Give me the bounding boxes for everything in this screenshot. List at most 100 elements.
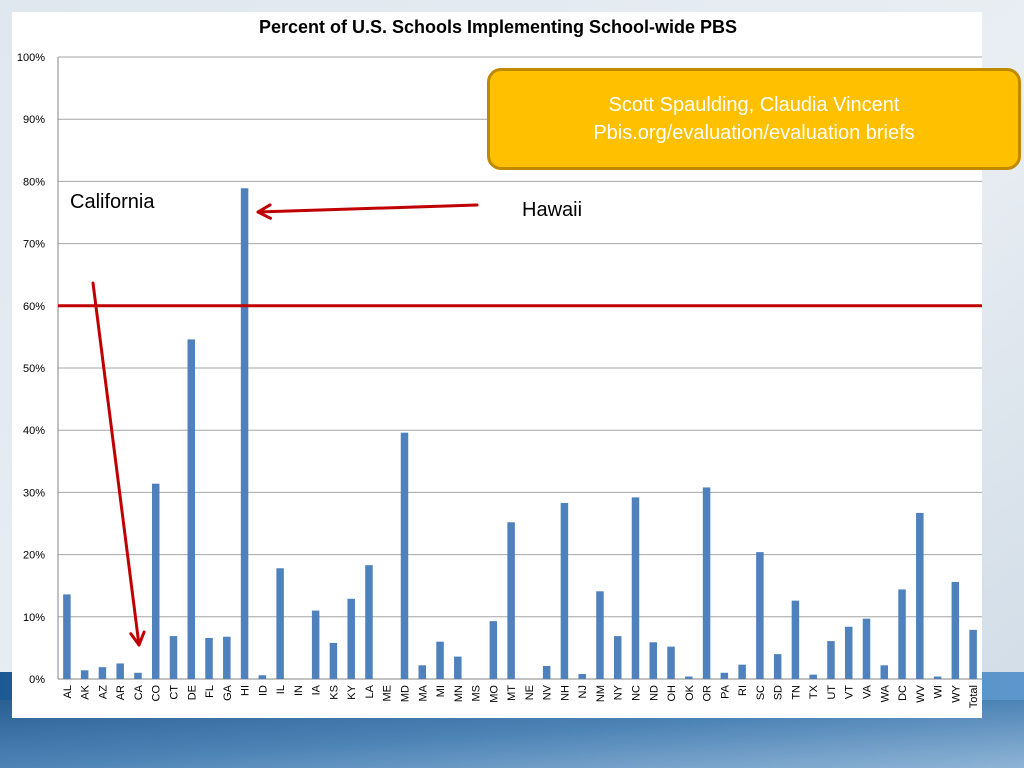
california-arrow — [91, 281, 146, 647]
callout-authors: Scott Spaulding, Claudia Vincent — [608, 94, 900, 116]
bar-nm — [596, 591, 604, 679]
x-tick-label: TN — [790, 685, 802, 700]
x-tick-label: MN — [453, 685, 465, 702]
bar-id — [258, 675, 267, 679]
x-tick-label: HI — [240, 685, 252, 696]
x-tick-label: IA — [311, 684, 323, 695]
y-tick-label: 50% — [23, 363, 45, 375]
arrow-head — [256, 203, 272, 220]
source-callout: Scott Spaulding, Claudia Vincent Pbis.or… — [487, 68, 1021, 170]
bar-de — [187, 339, 196, 679]
bar-nv — [542, 665, 551, 679]
hawaii-arrow — [256, 203, 479, 220]
x-tick-label: OR — [702, 685, 714, 702]
x-tick-label: WV — [915, 684, 927, 702]
bar-mo — [489, 621, 498, 679]
bar-tn — [791, 600, 800, 679]
x-tick-label: UT — [826, 685, 838, 700]
bar-nc — [631, 497, 640, 679]
x-tick-label: AZ — [97, 685, 109, 699]
y-axis-ticks: 0% 10% 20% 30% 40% 50% 60% 70% 80% 90% 100% — [17, 52, 45, 686]
bar-mt — [507, 522, 515, 679]
x-tick-label: VA — [862, 684, 874, 699]
x-tick-label: CO — [151, 685, 163, 702]
x-tick-label: NV — [542, 684, 554, 700]
chart-title: Percent of U.S. Schools Implementing Sch… — [259, 17, 737, 37]
bar-or — [702, 487, 711, 679]
arrow-shaft — [256, 203, 479, 214]
bar-al — [63, 594, 71, 679]
bar-hi — [240, 188, 249, 679]
x-tick-label: MS — [471, 685, 483, 702]
x-tick-label: VT — [844, 685, 856, 699]
bar-nd — [649, 642, 658, 679]
bar-nj — [578, 674, 586, 679]
x-tick-label: SC — [755, 685, 767, 700]
bar-wa — [880, 665, 889, 679]
x-tick-label: PA — [719, 684, 731, 699]
x-tick-label: WI — [933, 685, 945, 698]
bar-ct — [169, 636, 178, 679]
x-tick-label: WA — [879, 684, 891, 702]
y-tick-label: 70% — [23, 239, 45, 251]
x-tick-label: NC — [631, 685, 643, 701]
arrow-shaft — [91, 281, 141, 647]
x-tick-label: IN — [293, 685, 305, 696]
bar-mn — [454, 656, 462, 679]
bar-ia — [311, 610, 320, 679]
bar-ri — [738, 664, 746, 679]
bar-sd — [773, 654, 782, 679]
x-tick-label: DC — [897, 685, 909, 701]
bar-sc — [756, 552, 764, 679]
bar-ny — [613, 636, 622, 679]
y-tick-label: 100% — [17, 52, 45, 64]
x-tick-label: ID — [257, 685, 269, 696]
x-tick-label: MA — [417, 684, 429, 701]
x-tick-label: NJ — [577, 685, 589, 698]
bar-ks — [329, 642, 338, 679]
x-tick-label: CA — [133, 684, 145, 700]
bars — [63, 188, 977, 679]
x-tick-label: Total — [968, 685, 980, 708]
x-tick-label: TX — [808, 684, 820, 699]
x-tick-label: MD — [400, 685, 412, 702]
bar-wi — [933, 676, 942, 679]
x-tick-label: GA — [222, 684, 234, 701]
bar-fl — [205, 637, 213, 679]
bar-ak — [80, 670, 89, 679]
y-tick-label: 0% — [29, 674, 45, 686]
bar-il — [276, 568, 284, 679]
bar-ut — [827, 641, 835, 679]
x-tick-label: CT — [169, 685, 181, 700]
bar-nh — [560, 502, 569, 679]
y-tick-label: 30% — [23, 487, 45, 499]
y-tick-label: 20% — [23, 550, 45, 562]
x-tick-label: MT — [506, 685, 518, 701]
bar-ga — [223, 636, 231, 679]
x-tick-label: MO — [488, 685, 500, 703]
bar-tx — [809, 674, 817, 679]
x-tick-label: ME — [382, 685, 394, 702]
bar-pa — [720, 672, 729, 679]
bar-md — [400, 432, 409, 679]
x-tick-label: AL — [62, 685, 74, 698]
x-tick-label: LA — [364, 684, 376, 698]
x-tick-label: NE — [524, 685, 536, 700]
x-tick-label: DE — [186, 685, 198, 700]
x-tick-label: AR — [115, 685, 127, 700]
x-tick-label: RI — [737, 685, 749, 696]
y-tick-label: 60% — [23, 301, 45, 313]
y-tick-label: 90% — [23, 114, 45, 126]
bar-ok — [685, 676, 693, 679]
x-tick-label: OK — [684, 684, 696, 701]
x-tick-label: ND — [648, 685, 660, 701]
x-tick-label: NM — [595, 685, 607, 702]
y-tick-label: 40% — [23, 425, 45, 437]
x-tick-label: AK — [80, 684, 92, 699]
bar-wv — [916, 512, 924, 679]
x-tick-label: KY — [346, 684, 358, 699]
x-tick-label: FL — [204, 685, 216, 698]
x-tick-label: KS — [328, 685, 340, 700]
arrow-head — [129, 630, 146, 647]
